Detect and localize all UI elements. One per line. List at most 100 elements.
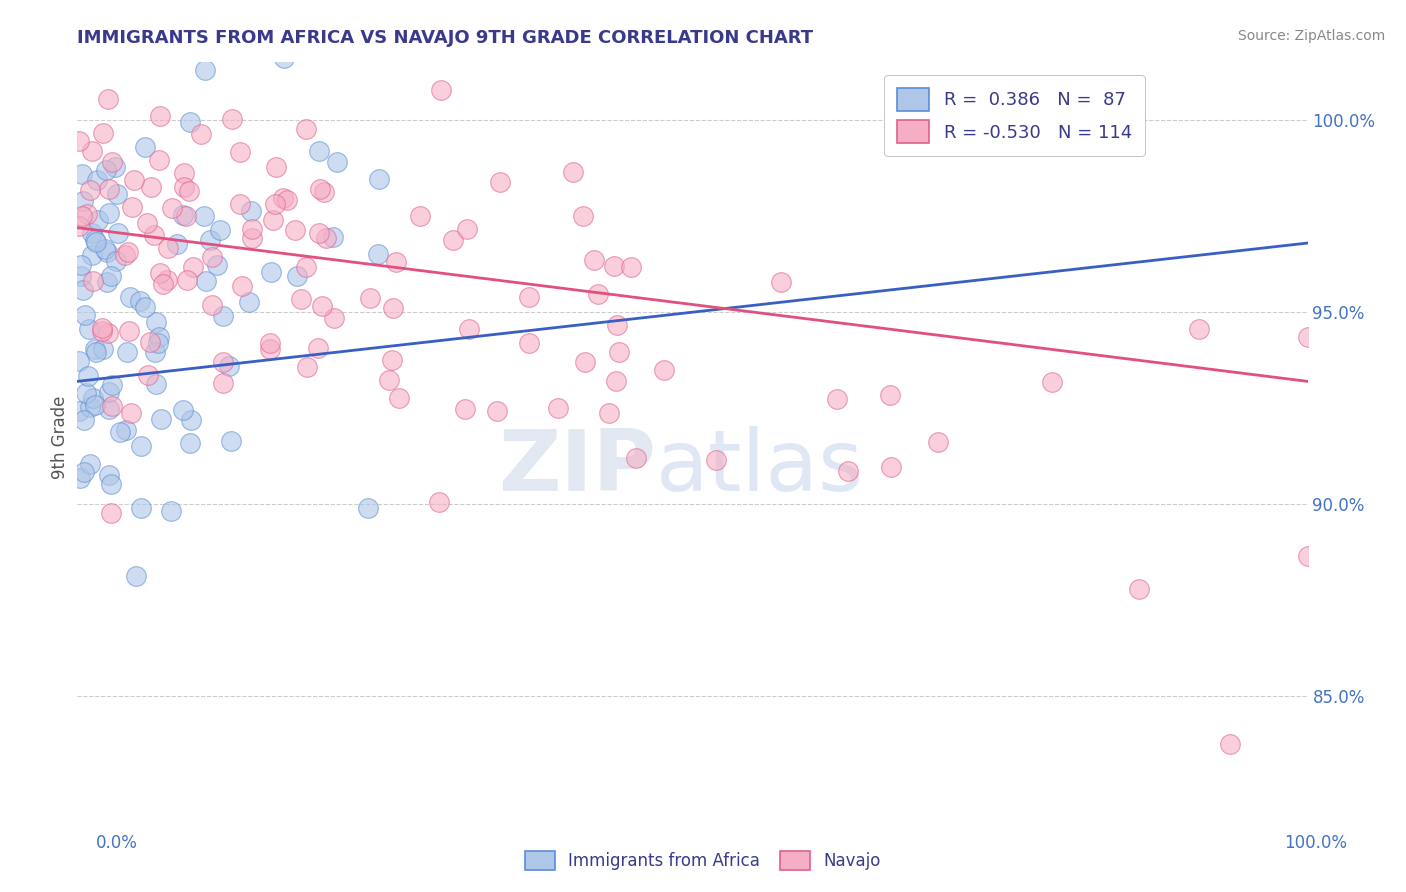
Point [208, 223, 231, 237]
Point [770, 275, 793, 289]
Point [70, 269, 93, 284]
Text: atlas: atlas [655, 425, 863, 508]
Point [77, 322, 100, 336]
Point [149, 109, 172, 123]
Point [83, 342, 105, 356]
Point [239, 204, 262, 219]
Point [96, 244, 118, 259]
Point [100, 476, 122, 491]
Point [70, 258, 93, 272]
Point [218, 359, 240, 373]
Point [131, 500, 153, 515]
Point [118, 290, 141, 304]
Point [96, 275, 118, 289]
Text: ZIP: ZIP [498, 425, 655, 508]
Point [574, 354, 596, 368]
Point [1040, 375, 1063, 389]
Point [212, 309, 235, 323]
Point [308, 144, 330, 158]
Point [97, 326, 120, 341]
Point [297, 360, 319, 375]
Point [620, 260, 643, 275]
Point [160, 504, 183, 518]
Point [315, 231, 337, 245]
Point [152, 277, 174, 292]
Point [77, 368, 100, 383]
Point [368, 172, 391, 186]
Point [105, 186, 128, 201]
Point [80, 145, 103, 159]
Point [172, 208, 194, 222]
Point [212, 355, 235, 369]
Point [146, 336, 169, 351]
Point [231, 279, 253, 293]
Point [219, 434, 242, 449]
Point [118, 324, 141, 338]
Text: 0.0%: 0.0% [96, 834, 138, 852]
Point [307, 342, 329, 356]
Point [598, 406, 620, 420]
Point [117, 344, 139, 359]
Point [86, 235, 108, 249]
Point [572, 209, 595, 223]
Point [309, 182, 332, 196]
Point [285, 268, 308, 283]
Point [134, 300, 156, 314]
Point [72, 283, 94, 297]
Point [238, 295, 260, 310]
Point [486, 404, 509, 418]
Point [221, 112, 243, 126]
Point [264, 196, 287, 211]
Point [607, 344, 630, 359]
Point [322, 310, 344, 325]
Point [120, 406, 142, 420]
Point [290, 292, 312, 306]
Point [284, 223, 307, 237]
Point [652, 363, 675, 377]
Point [128, 294, 150, 309]
Point [276, 194, 298, 208]
Point [259, 342, 281, 356]
Point [101, 378, 124, 392]
Point [173, 180, 195, 194]
Point [136, 368, 159, 382]
Point [325, 154, 347, 169]
Point [82, 391, 104, 405]
Point [295, 122, 318, 136]
Point [143, 345, 166, 359]
Point [107, 227, 129, 241]
Point [80, 226, 103, 240]
Point [825, 392, 848, 407]
Point [177, 184, 200, 198]
Point [582, 252, 605, 267]
Point [91, 342, 114, 356]
Point [79, 401, 101, 415]
Legend: R =  0.386   N =  87, R = -0.530   N = 114: R = 0.386 N = 87, R = -0.530 N = 114 [884, 75, 1144, 156]
Point [488, 175, 510, 189]
Point [193, 209, 215, 223]
Point [1188, 321, 1211, 335]
Point [73, 412, 96, 426]
Point [456, 221, 478, 235]
Point [603, 260, 626, 274]
Point [75, 385, 97, 400]
Point [97, 92, 120, 106]
Point [70, 209, 93, 223]
Point [97, 402, 120, 417]
Point [139, 180, 162, 194]
Point [586, 286, 609, 301]
Point [458, 322, 481, 336]
Point [72, 167, 94, 181]
Point [547, 401, 569, 416]
Point [562, 165, 585, 179]
Point [242, 221, 264, 235]
Point [139, 334, 162, 349]
Point [79, 457, 101, 471]
Point [439, 4, 461, 19]
Point [381, 352, 404, 367]
Point [359, 291, 381, 305]
Point [98, 206, 121, 220]
Point [87, 213, 110, 227]
Point [100, 506, 122, 520]
Point [259, 336, 281, 351]
